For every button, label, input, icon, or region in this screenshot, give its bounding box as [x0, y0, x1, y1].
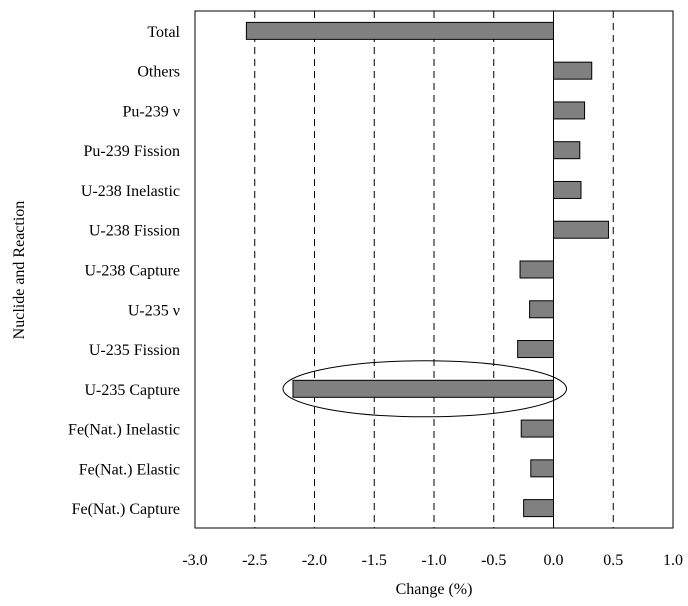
bar-u-238-capture — [519, 260, 554, 279]
x-tick-label: -2.0 — [302, 552, 327, 569]
grid-lines — [254, 11, 614, 528]
y-axis-label: Nuclide and Reaction — [11, 201, 28, 340]
bar-pu-239 — [553, 101, 586, 120]
bar-fe-nat-capture — [523, 499, 554, 518]
x-tick-label: -1.5 — [362, 552, 387, 569]
category-label: U-235 Capture — [84, 382, 180, 399]
category-label: Others — [137, 64, 180, 81]
category-label: U-235 Fission — [89, 342, 180, 359]
bars — [245, 21, 609, 518]
x-tick-label: 1.0 — [663, 552, 683, 569]
bar-u-235-capture — [292, 379, 554, 398]
category-label: Pu-239 ν — [123, 103, 180, 120]
x-tick-label: -0.5 — [481, 552, 506, 569]
x-axis-label: Change (%) — [396, 581, 473, 598]
highlight-ellipse — [282, 360, 567, 418]
x-tick-label: 0.0 — [544, 552, 564, 569]
bar-others — [553, 61, 593, 80]
category-label: Fe(Nat.) Inelastic — [68, 422, 180, 439]
x-tick-label: -2.5 — [242, 552, 267, 569]
bar-u-235-fission — [517, 340, 555, 359]
x-tick-labels: -3.0 -2.5 -2.0 -1.5 -1.0 -0.5 0.0 0.5 1.0 — [182, 552, 683, 569]
bar-u-238-fission — [553, 220, 609, 239]
category-label: U-238 Inelastic — [81, 183, 180, 200]
x-tick-label: -3.0 — [182, 552, 207, 569]
bar-total — [245, 21, 554, 40]
category-label: U-238 Fission — [89, 223, 180, 240]
bar-fe-nat-elastic — [530, 459, 554, 478]
bar-u-238-inelastic — [553, 180, 582, 199]
x-tick-label: 0.5 — [603, 552, 623, 569]
x-tick-label: -1.0 — [421, 552, 446, 569]
category-labels: Total Others Pu-239 ν Pu-239 Fission U-238 I… — [68, 24, 181, 518]
category-label: Total — [147, 24, 180, 41]
category-label: U-238 Capture — [84, 263, 180, 280]
category-label: U-235 ν — [128, 302, 180, 319]
category-label: Fe(Nat.) Elastic — [79, 461, 180, 478]
category-label: Pu-239 Fission — [84, 143, 180, 160]
bar-u-235 — [529, 300, 554, 319]
bar-fe-nat-inelastic — [520, 419, 554, 438]
category-label: Fe(Nat.) Capture — [72, 501, 180, 518]
bar-pu-239-fission — [553, 141, 581, 160]
